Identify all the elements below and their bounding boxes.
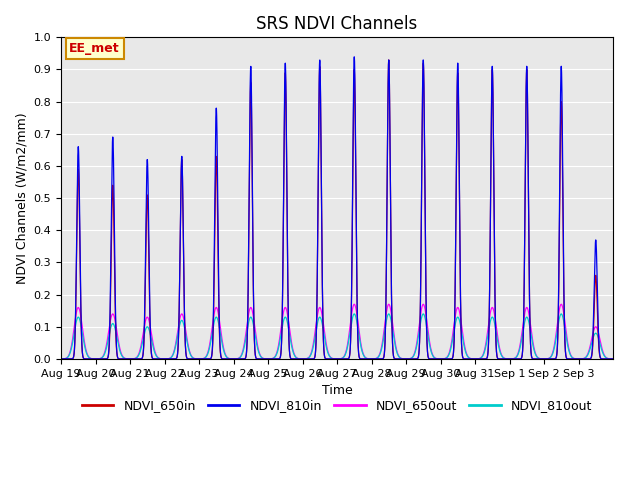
NDVI_810out	[394, 351, 401, 357]
NDVI_810out	[57, 356, 65, 362]
NDVI_810out	[379, 341, 387, 347]
NDVI_810out	[269, 356, 277, 361]
NDVI_650in	[76, 270, 84, 276]
NDVI_650in	[57, 356, 65, 362]
NDVI_650in	[609, 356, 617, 362]
NDVI_650out	[269, 355, 277, 361]
NDVI_810in	[609, 356, 617, 362]
NDVI_810in	[57, 356, 65, 362]
Text: EE_met: EE_met	[69, 42, 120, 55]
NDVI_650in	[478, 356, 486, 362]
NDVI_650in	[394, 356, 401, 362]
NDVI_810in	[350, 54, 358, 60]
NDVI_650in	[379, 356, 387, 362]
NDVI_810out	[478, 354, 486, 360]
NDVI_650in	[317, 95, 324, 101]
Y-axis label: NDVI Channels (W/m2/mm): NDVI Channels (W/m2/mm)	[15, 112, 28, 284]
NDVI_810in	[76, 260, 84, 266]
NDVI_810in	[269, 356, 277, 362]
Title: SRS NDVI Channels: SRS NDVI Channels	[257, 15, 418, 33]
Line: NDVI_810out: NDVI_810out	[61, 314, 613, 359]
NDVI_650out	[57, 356, 65, 362]
NDVI_810in	[317, 89, 324, 95]
NDVI_810out	[76, 319, 84, 324]
NDVI_650out	[609, 356, 617, 362]
NDVI_810out	[557, 311, 565, 317]
NDVI_810out	[609, 356, 617, 362]
Line: NDVI_810in: NDVI_810in	[61, 57, 613, 359]
NDVI_650out	[379, 338, 387, 344]
NDVI_650in	[385, 57, 392, 63]
NDVI_810in	[394, 356, 401, 362]
NDVI_650out	[76, 310, 84, 316]
NDVI_810in	[478, 356, 486, 362]
NDVI_650in	[269, 356, 277, 362]
NDVI_650out	[394, 350, 401, 356]
NDVI_650out	[317, 305, 324, 311]
NDVI_810out	[317, 315, 324, 321]
Line: NDVI_650out: NDVI_650out	[61, 304, 613, 359]
Line: NDVI_650in: NDVI_650in	[61, 60, 613, 359]
NDVI_650out	[478, 354, 486, 360]
Legend: NDVI_650in, NDVI_810in, NDVI_650out, NDVI_810out: NDVI_650in, NDVI_810in, NDVI_650out, NDV…	[77, 394, 597, 417]
NDVI_650out	[557, 301, 565, 307]
NDVI_810in	[379, 356, 387, 361]
X-axis label: Time: Time	[322, 384, 353, 397]
